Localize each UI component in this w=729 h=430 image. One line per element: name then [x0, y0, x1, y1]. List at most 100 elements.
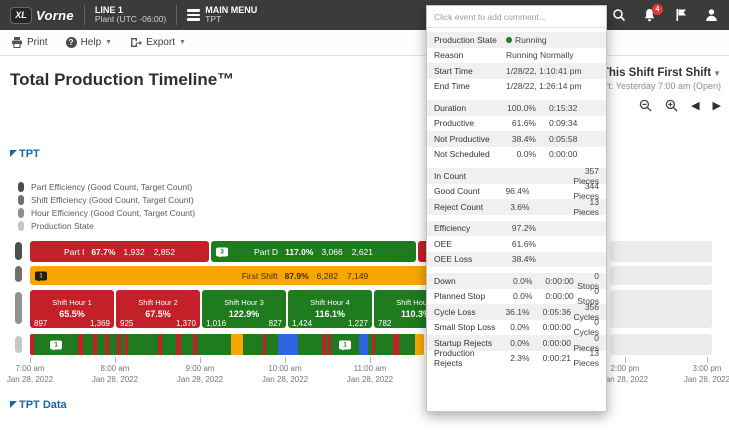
print-button[interactable]: Print [11, 37, 48, 48]
tooltip-row-label: Small Stop Loss [434, 322, 496, 333]
comment-input[interactable] [427, 6, 606, 28]
state-segment-green[interactable] [368, 334, 372, 355]
tooltip-row-duration: 0:00:00 [545, 275, 574, 286]
state-segment-green[interactable]: 1 [331, 334, 359, 355]
axis-time: 10:00 am [268, 364, 302, 373]
tpt-section-label: TPT [19, 148, 40, 160]
hour-cell-Shift Hour 2[interactable]: Shift Hour 2 67.5% 925 1,370 [116, 290, 200, 328]
state-segment-red[interactable] [30, 334, 34, 355]
state-segment-green[interactable] [266, 334, 278, 355]
help-label: Help [80, 37, 102, 48]
state-segment-red[interactable] [263, 334, 266, 355]
state-segment-blue[interactable] [359, 334, 368, 355]
state-segment-red[interactable] [193, 334, 197, 355]
export-menu[interactable]: Export ▼ [130, 37, 186, 48]
tooltip-row: Cycle Loss 36.1% 0:05:36 356 Cycles [427, 302, 606, 322]
state-segment-red[interactable] [105, 334, 109, 355]
hour-counts: 925 1,370 [116, 319, 200, 328]
state-segment-green[interactable] [83, 334, 93, 355]
state-segment-green[interactable] [128, 334, 158, 355]
shift-selector-dropdown[interactable]: This Shift First Shift ▼ [601, 67, 721, 79]
part-bar-Part I[interactable]: Part I 67.7% 1,932 2,852 [30, 241, 209, 262]
state-segment-amber[interactable] [231, 334, 243, 355]
state-segment-green[interactable] [181, 334, 193, 355]
event-detail-table: Production State Running Reason Running Nor… [427, 28, 606, 368]
shift-efficiency-pct: 87.9% [284, 270, 309, 281]
state-segment-green[interactable] [375, 334, 393, 355]
user-account-icon[interactable] [704, 8, 719, 23]
state-segment-red[interactable] [158, 334, 162, 355]
state-segment-red[interactable] [93, 334, 97, 355]
state-row-handle[interactable] [15, 336, 22, 353]
tooltip-row-duration: 0:09:34 [549, 118, 578, 129]
state-segment-green[interactable] [399, 334, 415, 355]
hour-target-count: 1,370 [175, 319, 196, 328]
previous-arrow-icon[interactable]: ◀ [691, 100, 700, 112]
tooltip-row-value: Running [506, 35, 547, 45]
print-label: Print [27, 37, 48, 48]
tooltip-row-duration: 0:00:21 [542, 353, 571, 364]
hour-good-count: 1,016 [206, 319, 227, 328]
hour-efficiency-pct: 67.5% [145, 309, 171, 319]
line-info: LINE 1 Plant (UTC -06:00) [95, 5, 166, 25]
part-bar-Part D[interactable]: 3 Part D 117.0% 3,066 2,621 [211, 241, 416, 262]
state-segment-green[interactable] [121, 334, 125, 355]
state-segment-green[interactable] [243, 334, 263, 355]
state-segment-red[interactable] [393, 334, 399, 355]
state-segment-green[interactable] [298, 334, 322, 355]
hour-efficiency-pct: 116.1% [314, 309, 346, 319]
tooltip-row-count: 344 Pieces [573, 181, 599, 202]
hour-row-handle[interactable] [15, 292, 22, 324]
hour-cell-Shift Hour 4[interactable]: Shift Hour 4 116.1% 1,424 1,227 [288, 290, 372, 328]
comment-bubble-icon: 1 [35, 271, 47, 281]
state-segment-red[interactable] [176, 334, 181, 355]
help-icon: ? [65, 37, 77, 48]
axis-tick [30, 357, 31, 363]
shift-row-future-bar [610, 266, 712, 285]
state-segment-red[interactable] [322, 334, 326, 355]
state-segment-green[interactable] [109, 334, 117, 355]
hour-cell-Shift Hour 3[interactable]: Shift Hour 3 122.9% 1,016 827 [202, 290, 286, 328]
hour-efficiency-pct: 122.9% [228, 309, 260, 319]
tooltip-group-4: Down 0.0% 0:00:00 0 Stops Planned Stop 0.0% 0:… [427, 271, 606, 368]
tooltip-row: Productive 61.6% 0:09:34 [427, 116, 606, 132]
legend-swatch-icon [18, 220, 24, 231]
tooltip-group-3: Efficiency 97.2% OEE 61.6% OEE Loss 38.4% [427, 220, 606, 267]
state-segment-red[interactable] [117, 334, 121, 355]
help-menu[interactable]: ? Help ▼ [65, 37, 112, 48]
state-segment-green[interactable] [162, 334, 176, 355]
tooltip-row-label: Reason [434, 50, 464, 61]
zoom-in-icon[interactable] [665, 99, 678, 112]
plant-timezone: Plant (UTC -06:00) [94, 14, 167, 25]
shift-row-handle[interactable] [15, 266, 22, 282]
tpt-data-section-label: TPT Data [19, 399, 67, 411]
search-icon[interactable] [611, 8, 626, 23]
tooltip-row-percent: 100.0% [507, 102, 536, 113]
state-segment-green[interactable] [326, 334, 328, 355]
notifications-bell-icon[interactable]: 4 [642, 3, 663, 23]
flag-icon[interactable] [673, 8, 688, 23]
tpt-data-section-header[interactable]: TPT Data [10, 399, 67, 411]
legend-swatch-icon [18, 181, 24, 192]
next-arrow-icon[interactable]: ▶ [712, 100, 721, 112]
tpt-section-header[interactable]: TPT [10, 148, 40, 160]
axis-tick [200, 357, 201, 363]
state-segment-blue[interactable] [278, 334, 298, 355]
state-segment-green[interactable] [97, 334, 105, 355]
state-segment-red[interactable] [372, 334, 375, 355]
hour-cell-Shift Hour 1[interactable]: Shift Hour 1 65.5% 897 1,369 [30, 290, 114, 328]
state-segment-red[interactable] [78, 334, 83, 355]
axis-time: 11:00 am [353, 364, 387, 373]
hour-good-count: 1,424 [292, 319, 313, 328]
main-menu-button[interactable]: MAIN MENU TPT [187, 5, 257, 25]
state-segment-amber[interactable] [415, 334, 424, 355]
state-segment-red[interactable] [125, 334, 128, 355]
zoom-out-icon[interactable] [639, 99, 652, 112]
tooltip-row: Duration 100.0% 0:15:32 [427, 100, 606, 116]
hour-good-count: 782 [378, 319, 392, 328]
state-segment-green[interactable] [197, 334, 231, 355]
state-segment-green[interactable]: 1 [34, 334, 78, 355]
state-segment-red[interactable] [328, 334, 331, 355]
part-row-handle[interactable] [15, 242, 22, 260]
